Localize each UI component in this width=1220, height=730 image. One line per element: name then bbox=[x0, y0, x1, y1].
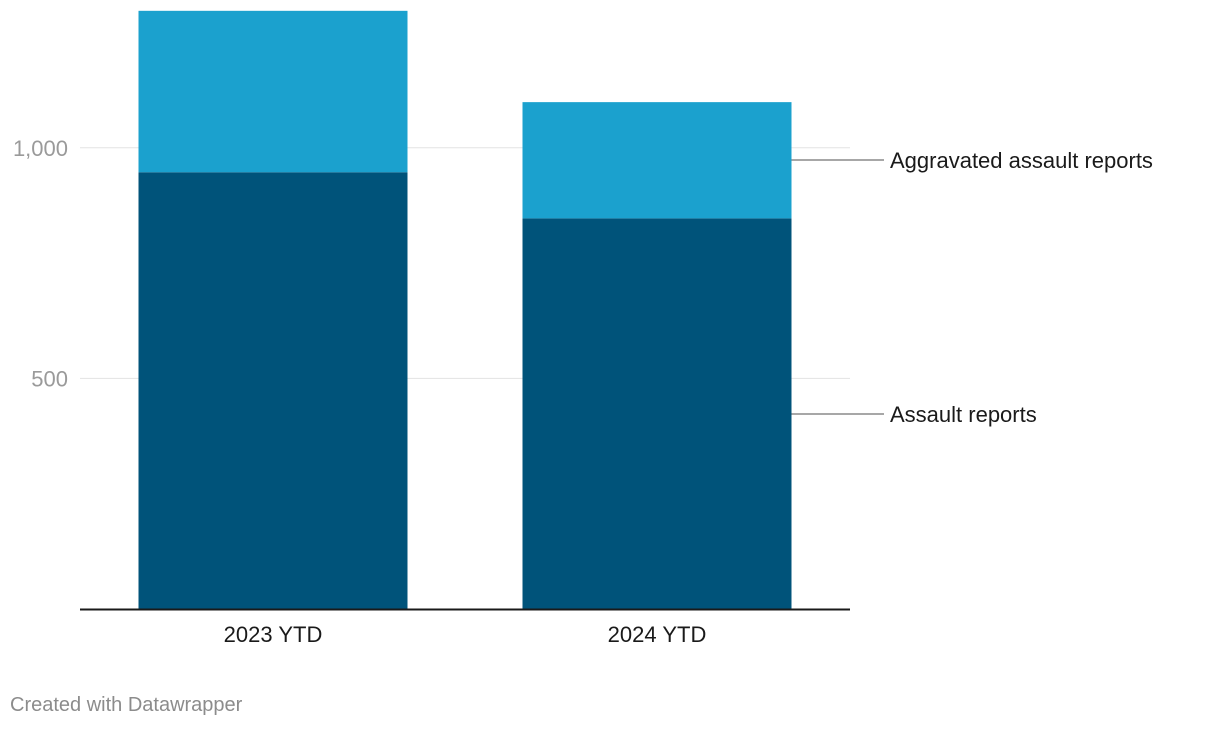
y-tick-label: 500 bbox=[31, 366, 68, 391]
x-category-label: 2023 YTD bbox=[224, 622, 323, 647]
y-axis-ticks: 500 1,000 bbox=[13, 136, 68, 392]
series-label-aggravated-assault-reports: Aggravated assault reports bbox=[890, 148, 1153, 173]
x-axis: 2023 YTD 2024 YTD bbox=[80, 608, 850, 647]
y-tick-label: 1,000 bbox=[13, 136, 68, 161]
series-labels: Assault reports Aggravated assault report… bbox=[791, 148, 1153, 427]
bar-2024-ytd-aggravated-assault-reports[interactable] bbox=[522, 102, 792, 219]
bar-2023-ytd-aggravated-assault-reports[interactable] bbox=[138, 10, 408, 173]
datawrapper-credit[interactable]: Created with Datawrapper bbox=[10, 694, 243, 716]
bar-2024-ytd-assault-reports[interactable] bbox=[522, 218, 792, 610]
series-label-assault-reports: Assault reports bbox=[890, 402, 1037, 427]
x-category-label: 2024 YTD bbox=[608, 622, 707, 647]
bar-2023-ytd-assault-reports[interactable] bbox=[138, 172, 408, 610]
bars bbox=[138, 10, 792, 610]
